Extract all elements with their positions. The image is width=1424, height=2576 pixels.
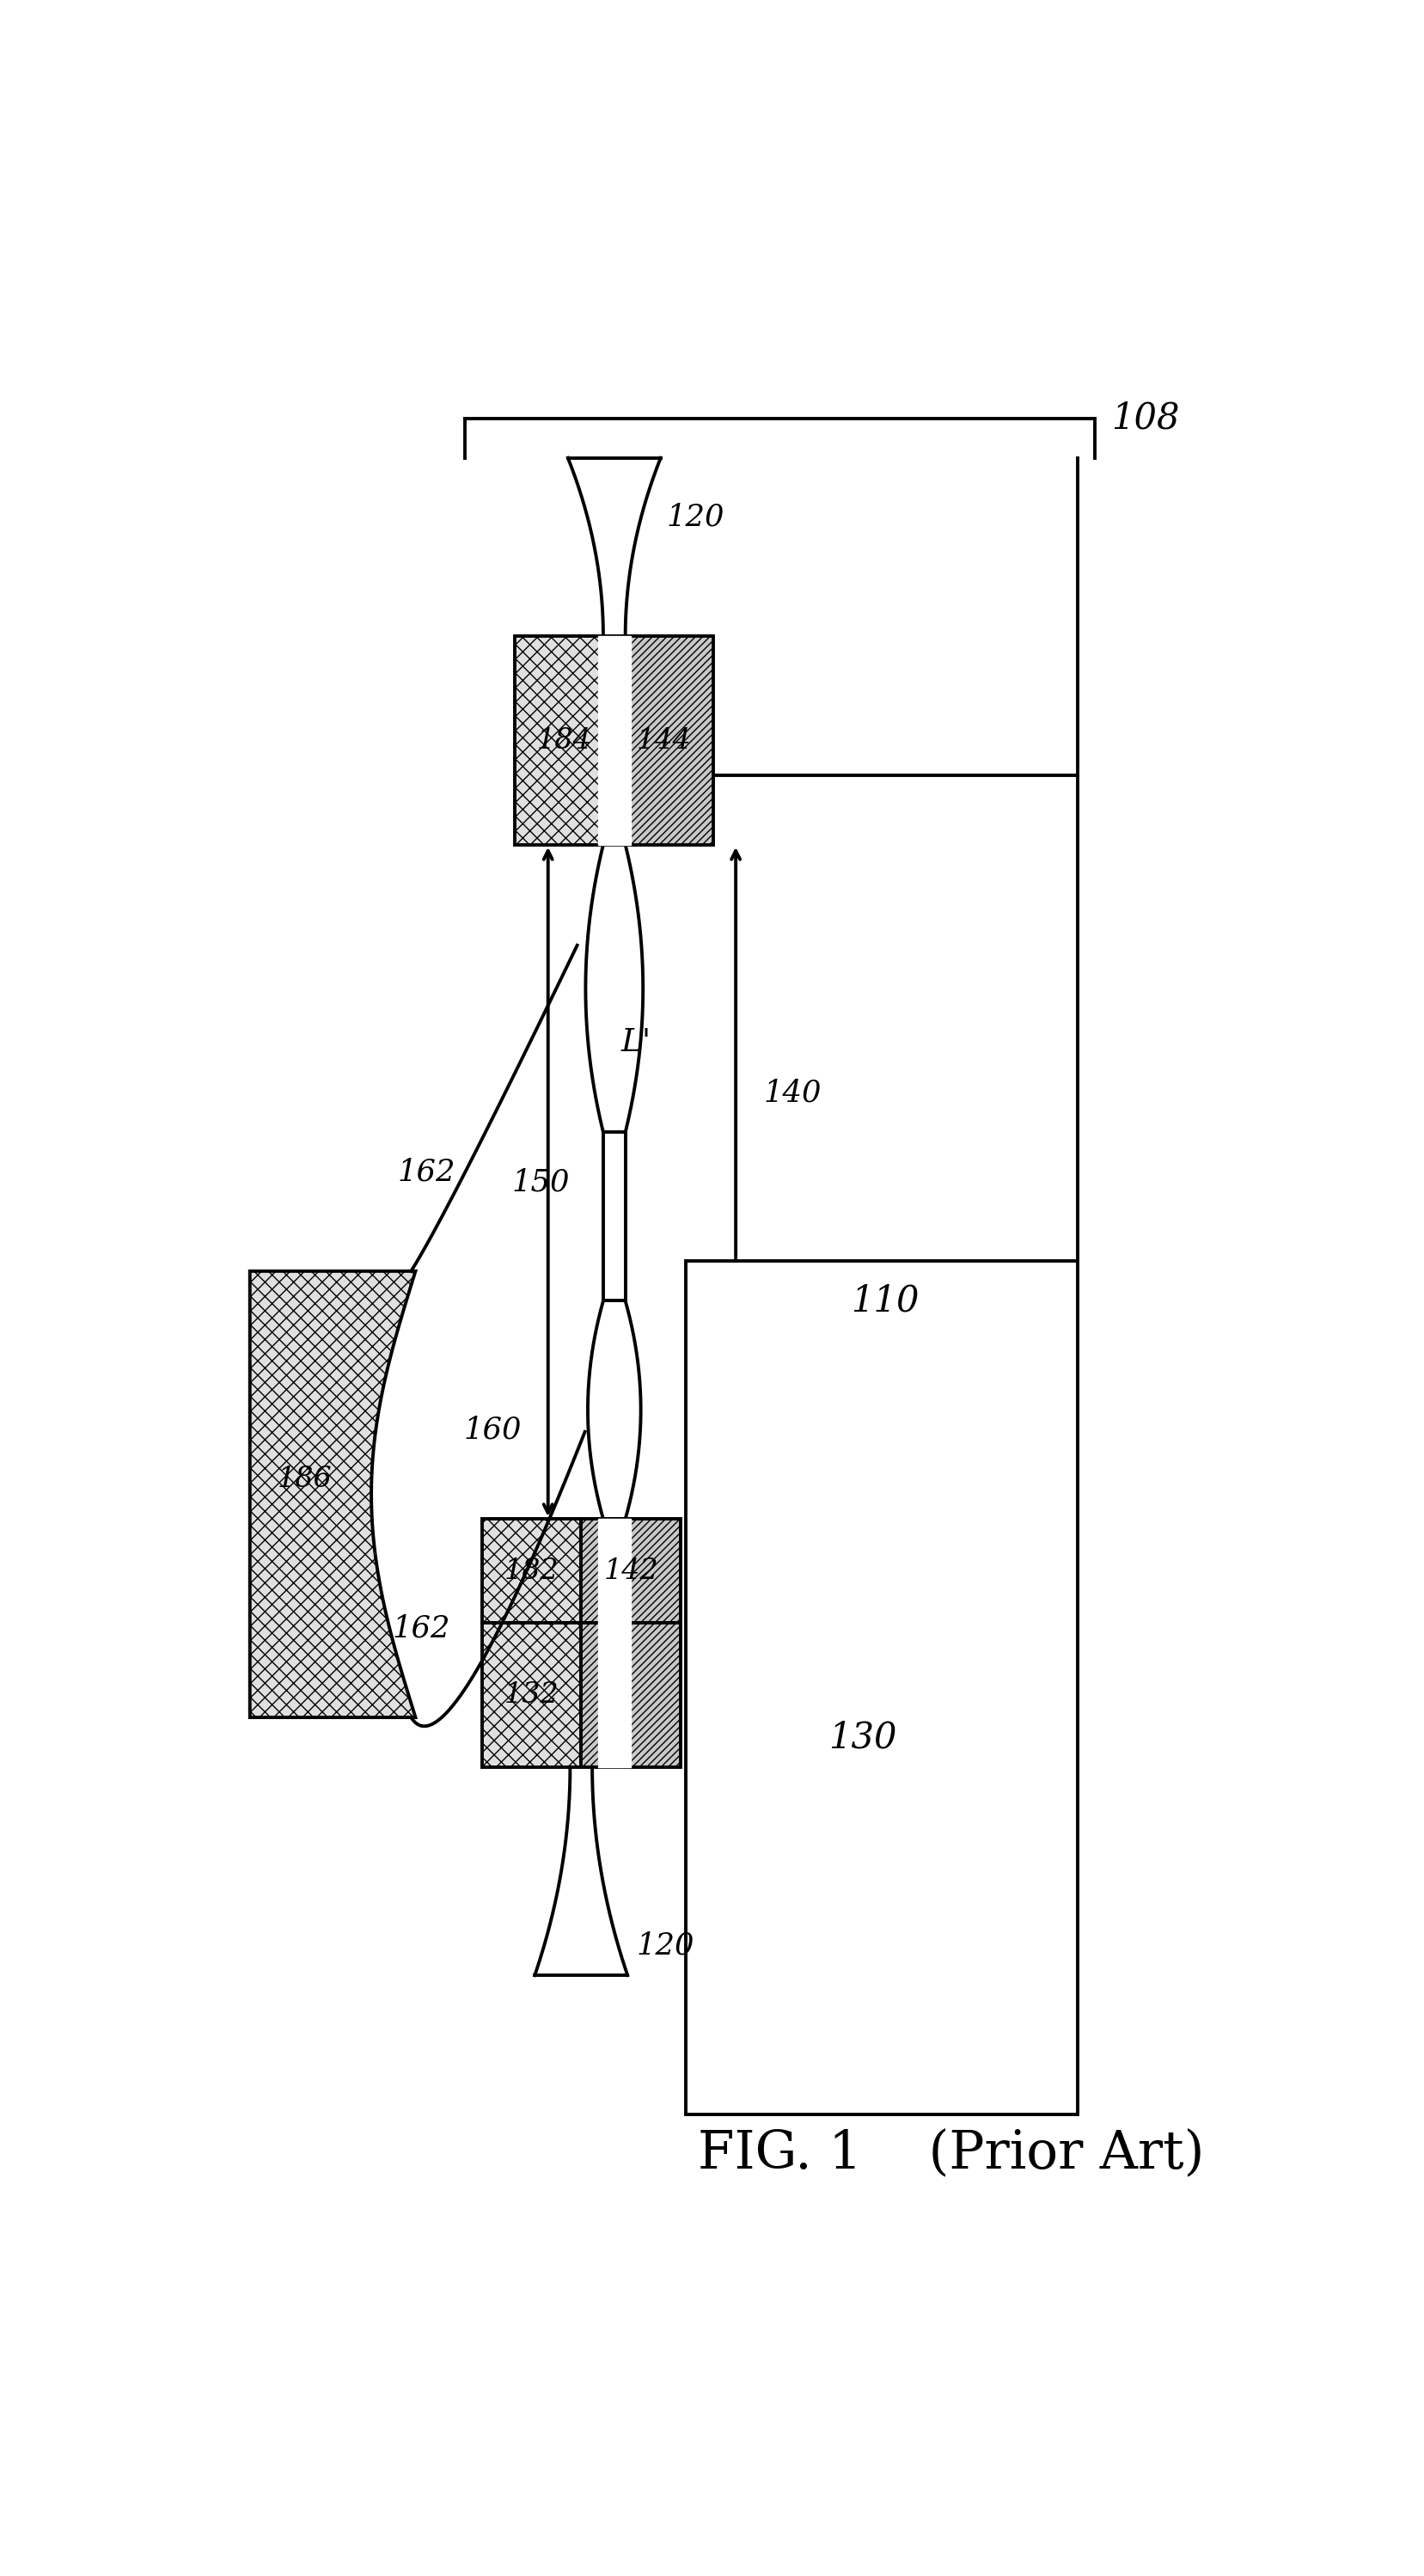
- Text: 132: 132: [504, 1682, 558, 1708]
- Text: 162: 162: [392, 1613, 450, 1643]
- Polygon shape: [534, 1767, 627, 1976]
- Text: 162: 162: [397, 1157, 456, 1188]
- Text: 150: 150: [511, 1167, 570, 1195]
- Text: 160: 160: [464, 1414, 521, 1445]
- Bar: [686, 1262, 1078, 2115]
- Bar: [614, 636, 713, 845]
- Polygon shape: [568, 459, 661, 636]
- Bar: [481, 1623, 581, 1767]
- Bar: [481, 1520, 581, 1623]
- Text: 144: 144: [637, 726, 691, 755]
- Polygon shape: [588, 1301, 641, 1520]
- Text: 120: 120: [637, 1932, 693, 1960]
- Bar: [581, 1520, 681, 1623]
- Bar: [581, 1623, 681, 1767]
- Text: 108: 108: [1111, 399, 1179, 435]
- Text: 140: 140: [763, 1077, 820, 1108]
- Text: FIG. 1    (Prior Art): FIG. 1 (Prior Art): [698, 2128, 1203, 2179]
- Text: 120: 120: [666, 502, 723, 533]
- Text: 182: 182: [504, 1558, 558, 1584]
- Text: 184: 184: [537, 726, 591, 755]
- Polygon shape: [585, 845, 642, 1133]
- Text: 142: 142: [604, 1558, 658, 1584]
- Polygon shape: [598, 1520, 631, 1767]
- Bar: [514, 636, 614, 845]
- Text: 110: 110: [850, 1283, 918, 1319]
- Text: L': L': [621, 1028, 651, 1059]
- Text: 130: 130: [829, 1718, 896, 1754]
- Polygon shape: [249, 1270, 416, 1718]
- Polygon shape: [598, 636, 631, 845]
- Text: 186: 186: [278, 1466, 332, 1494]
